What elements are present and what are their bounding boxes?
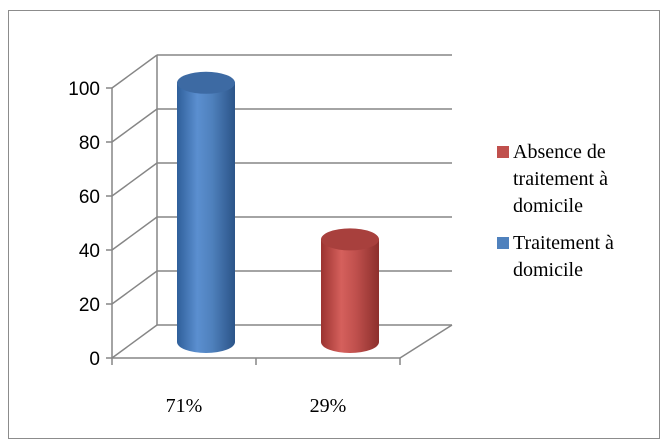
legend-label: domicile	[513, 259, 583, 281]
floor-right-edge	[399, 324, 453, 359]
y-tick-label: 20	[79, 295, 100, 316]
y-tick-label: 80	[79, 133, 100, 154]
legend-label: traitement à	[513, 168, 608, 190]
gridline-diagonal	[111, 324, 158, 359]
legend-label: Traitement à	[513, 232, 614, 254]
y-tick-labels: 0 20 40 60 80 100	[68, 79, 100, 370]
legend-item: Absence de traitement à domicile	[497, 141, 608, 217]
gridline-diagonal	[111, 54, 158, 89]
y-tick-label: 60	[79, 187, 100, 208]
chart-border	[8, 10, 660, 439]
gridline-diagonal	[111, 216, 158, 251]
gridline-diagonal	[111, 108, 158, 143]
bar-top	[321, 228, 379, 251]
bar-cylinder	[321, 228, 379, 353]
bar-body	[321, 239, 379, 353]
bar-body	[177, 82, 235, 353]
y-tick-label: 40	[79, 241, 100, 262]
gridline-diagonal	[111, 162, 158, 197]
chart-walls	[156, 55, 453, 359]
legend-item: Traitement à domicile	[497, 232, 614, 281]
x-category-label: 71%	[166, 395, 203, 417]
y-tick-label: 0	[89, 349, 100, 370]
legend-swatch	[497, 237, 509, 249]
gridlines	[111, 54, 452, 359]
bar-top	[177, 71, 235, 94]
legend-label: domicile	[513, 195, 583, 217]
legend-swatch	[497, 146, 509, 158]
x-category-label: 29%	[310, 395, 347, 417]
y-tick-label: 100	[68, 79, 100, 100]
gridline-diagonal	[111, 270, 158, 305]
bar-cylinder	[177, 71, 235, 353]
bars	[177, 71, 379, 353]
legend-label: Absence de	[513, 141, 606, 163]
x-category-labels: 71% 29%	[166, 395, 347, 417]
axes	[106, 87, 401, 365]
